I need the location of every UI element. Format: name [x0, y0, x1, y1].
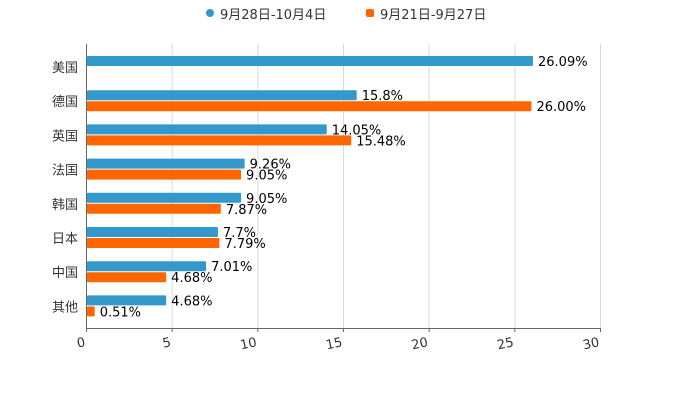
legend-item-series-2[interactable]: 9月21日-9月27日	[366, 4, 487, 23]
legend: 9月28日-10月4日 9月21日-9月27日	[0, 4, 700, 24]
data-label: 26.00%	[536, 100, 586, 115]
legend-square-icon	[366, 9, 374, 17]
data-label: 7.87%	[226, 203, 267, 218]
bar-2-2[interactable]	[87, 135, 352, 146]
category-label: 中国	[52, 266, 78, 281]
data-label: 9.05%	[246, 169, 287, 184]
data-label: 4.68%	[171, 271, 212, 286]
bar-2-1[interactable]	[87, 101, 532, 112]
gridlines	[171, 44, 601, 328]
bar-1-4[interactable]	[87, 192, 242, 203]
x-tick-label: 30	[582, 335, 601, 353]
x-axis: 0 5 10 15 20 25 30	[76, 44, 601, 353]
category-label: 其他	[52, 300, 78, 315]
x-tick-label: 10	[239, 335, 258, 353]
category-label: 德国	[52, 95, 78, 110]
data-label: 7.7%	[223, 226, 256, 241]
data-label: 4.68%	[171, 294, 212, 309]
bar-1-2[interactable]	[87, 124, 327, 135]
category-label: 韩国	[52, 198, 78, 213]
bar-2-7[interactable]	[87, 306, 95, 317]
x-tick-label: 15	[325, 335, 344, 353]
legend-label-series-1: 9月28日-10月4日	[220, 7, 327, 23]
data-labels: 26.09%15.8%26.00%14.05%15.48%9.26%9.05%9…	[100, 55, 588, 320]
bar-1-5[interactable]	[87, 227, 218, 237]
category-label: 法国	[52, 164, 78, 179]
data-label: 9.05%	[246, 192, 287, 207]
data-label: 7.01%	[211, 260, 252, 275]
data-label: 0.51%	[100, 305, 141, 320]
category-label: 日本	[52, 232, 78, 247]
bar-2-4[interactable]	[87, 203, 221, 214]
category-label: 美国	[52, 61, 78, 76]
data-label: 7.79%	[224, 237, 265, 252]
bars	[87, 56, 534, 317]
bar-2-5[interactable]	[87, 238, 220, 248]
bar-1-6[interactable]	[87, 261, 207, 272]
x-tick-label: 0	[76, 335, 87, 351]
bar-1-7[interactable]	[87, 295, 167, 306]
bar-1-3[interactable]	[87, 158, 245, 169]
data-label: 9.26%	[250, 158, 291, 173]
legend-dot-icon	[206, 9, 214, 17]
x-tick-label: 20	[410, 335, 429, 353]
legend-label-series-2: 9月21日-9月27日	[380, 7, 487, 23]
bar-1-0[interactable]	[87, 56, 534, 66]
category-label: 英国	[52, 129, 78, 144]
bar-1-1[interactable]	[87, 90, 357, 101]
data-label: 15.8%	[362, 89, 403, 104]
bar-2-6[interactable]	[87, 272, 167, 283]
x-tick-label: 5	[161, 335, 172, 351]
data-label: 15.48%	[356, 134, 406, 149]
bar-2-3[interactable]	[87, 169, 242, 180]
legend-item-series-1[interactable]: 9月28日-10月4日	[206, 4, 327, 23]
x-tick-label: 25	[496, 335, 515, 353]
data-label: 26.09%	[538, 55, 588, 70]
data-label: 14.05%	[332, 123, 382, 138]
